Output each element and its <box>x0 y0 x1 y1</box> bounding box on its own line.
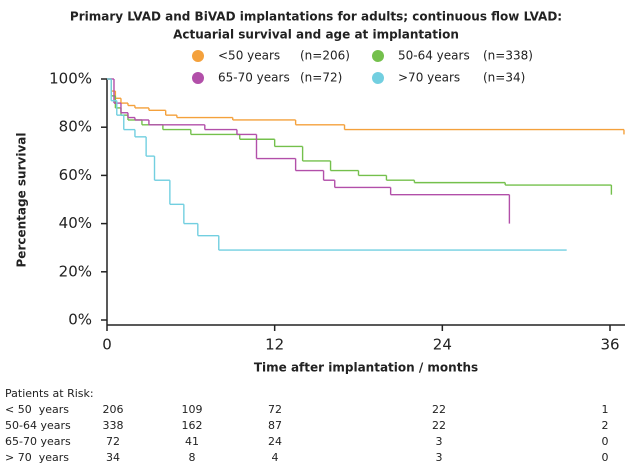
legend-marker <box>192 50 204 62</box>
risk-row-label: 65-70 years <box>5 435 71 448</box>
risk-value: 72 <box>268 403 282 416</box>
risk-row-label: > 70 years <box>5 451 69 464</box>
x-tick-label: 12 <box>265 336 284 354</box>
chart-title: Primary LVAD and BiVAD implantations for… <box>70 10 562 24</box>
y-tick-label: 20% <box>59 262 92 280</box>
legend-n: (n=338) <box>483 49 533 63</box>
x-tick-label: 0 <box>102 336 112 354</box>
risk-value: 87 <box>268 419 282 432</box>
risk-value: 22 <box>432 419 446 432</box>
risk-value: 24 <box>268 435 282 448</box>
x-axis-label: Time after implantation / months <box>254 361 478 375</box>
legend-label: <50 years <box>218 49 280 63</box>
risk-value: 3 <box>436 451 443 464</box>
legend-n: (n=206) <box>300 49 350 63</box>
legend-marker <box>372 72 384 84</box>
risk-value: 206 <box>103 403 124 416</box>
risk-value: 4 <box>272 451 279 464</box>
legend-label: 50-64 years <box>398 49 470 63</box>
legend-label: 65-70 years <box>218 71 290 85</box>
legend-n: (n=34) <box>483 71 525 85</box>
risk-value: 2 <box>602 419 609 432</box>
x-tick-label: 24 <box>433 336 452 354</box>
risk-value: 22 <box>432 403 446 416</box>
y-tick-label: 0% <box>68 311 92 329</box>
risk-value: 338 <box>103 419 124 432</box>
risk-value: 1 <box>602 403 609 416</box>
y-tick-label: 60% <box>59 166 92 184</box>
legend-marker <box>192 72 204 84</box>
y-tick-label: 100% <box>49 70 92 88</box>
chart-subtitle: Actuarial survival and age at implantati… <box>173 28 459 42</box>
legend-marker <box>372 50 384 62</box>
risk-value: 0 <box>602 451 609 464</box>
y-tick-label: 40% <box>59 214 92 232</box>
risk-value: 3 <box>436 435 443 448</box>
risk-value: 0 <box>602 435 609 448</box>
risk-value: 8 <box>189 451 196 464</box>
risk-value: 72 <box>106 435 120 448</box>
risk-value: 41 <box>185 435 199 448</box>
risk-value: 34 <box>106 451 120 464</box>
risk-table-title: Patients at Risk: <box>5 387 94 400</box>
y-axis-label: Percentage survival <box>15 133 29 268</box>
risk-row-label: 50-64 years <box>5 419 71 432</box>
risk-value: 109 <box>182 403 203 416</box>
risk-row-label: < 50 years <box>5 403 69 416</box>
y-tick-label: 80% <box>59 118 92 136</box>
legend-label: >70 years <box>398 71 460 85</box>
legend-n: (n=72) <box>300 71 342 85</box>
risk-value: 162 <box>182 419 203 432</box>
x-tick-label: 36 <box>600 336 619 354</box>
